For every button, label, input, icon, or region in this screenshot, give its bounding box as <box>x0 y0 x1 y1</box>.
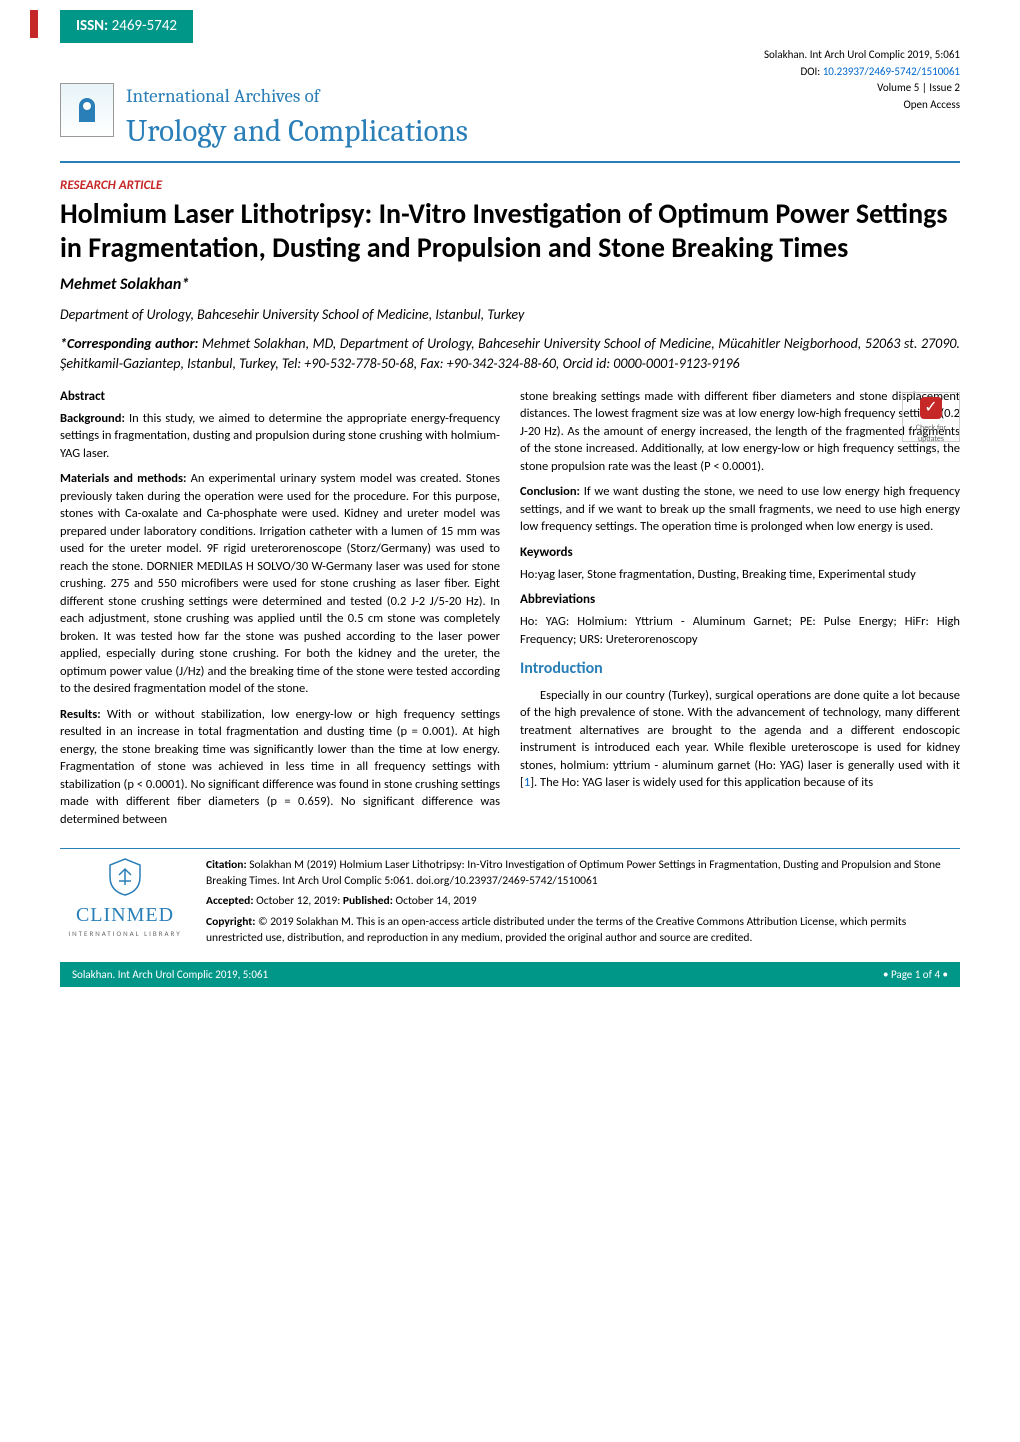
corresponding-author: *Corresponding author: Mehmet Solakhan, … <box>60 334 960 373</box>
doi-label: DOI: <box>800 65 822 78</box>
affiliation: Department of Urology, Bahcesehir Univer… <box>60 305 960 325</box>
intro-tail: ]. The Ho: YAG laser is widely used for … <box>530 775 873 790</box>
publisher-name: CLINMED <box>60 901 190 929</box>
crossmark-label: Check for updates <box>916 423 947 444</box>
intro-heading: Introduction <box>520 658 960 680</box>
journal-logo-icon <box>60 83 114 137</box>
citation-label: Citation: <box>206 858 247 872</box>
accepted-label: Accepted: <box>206 894 254 908</box>
abbrev-heading: Abbreviations <box>520 591 960 609</box>
left-column: Abstract Background: In this study, we a… <box>60 388 500 837</box>
shield-icon <box>105 857 145 897</box>
published-date: October 14, 2019 <box>393 894 477 908</box>
crossmark-badge[interactable]: Check for updates <box>902 392 960 442</box>
journal-titles: International Archives of Urology and Co… <box>126 83 960 153</box>
accepted-date: October 12, 2019: <box>254 894 343 908</box>
copyright-line: Copyright: © 2019 Solakhan M. This is an… <box>206 914 960 946</box>
author-name: Mehmet Solakhan* <box>60 274 960 296</box>
issn-bar: ISSN: 2469-5742 <box>60 10 193 43</box>
abstract-conclusion: Conclusion: If we want dusting the stone… <box>520 483 960 536</box>
corr-label: *Corresponding author: <box>60 335 198 352</box>
accent-strip <box>30 10 38 38</box>
background-label: Background: <box>60 411 125 426</box>
publisher-logo: CLINMED INTERNATIONAL LIBRARY <box>60 857 190 939</box>
header-cite: Solakhan. Int Arch Urol Complic 2019, 5:… <box>0 47 960 64</box>
abstract-background: Background: In this study, we aimed to d… <box>60 410 500 463</box>
journal-title: Urology and Complications <box>126 110 960 153</box>
issn-value: 2469-5742 <box>112 17 177 35</box>
abbrev-text: Ho: YAG: Holmium: Yttrium - Aluminum Gar… <box>520 613 960 648</box>
citation-text: Citation: Solakhan M (2019) Holmium Lase… <box>206 857 960 949</box>
article-type: RESEARCH ARTICLE <box>60 177 960 195</box>
publisher-sub: INTERNATIONAL LIBRARY <box>60 929 190 939</box>
abstract-heading: Abstract <box>60 388 500 406</box>
abstract-results: Results: With or without stabilization, … <box>60 706 500 829</box>
methods-text: An experimental urinary system model was… <box>60 471 500 696</box>
results-label: Results: <box>60 707 101 722</box>
header-doi-row: DOI: 10.23937/2469-5742/1510061 <box>0 64 960 81</box>
abstract-methods: Materials and methods: An experimental u… <box>60 470 500 698</box>
results-continued: stone breaking settings made with differ… <box>520 388 960 476</box>
article-title: Holmium Laser Lithotripsy: In-Vitro Inve… <box>60 197 960 264</box>
divider <box>60 848 960 849</box>
results-text: With or without stabilization, low energ… <box>60 707 500 827</box>
citation-body: Solakhan M (2019) Holmium Laser Lithotri… <box>206 858 941 888</box>
citation-block: CLINMED INTERNATIONAL LIBRARY Citation: … <box>60 857 960 949</box>
keywords-heading: Keywords <box>520 544 960 562</box>
footer-bar: Solakhan. Int Arch Urol Complic 2019, 5:… <box>60 962 960 987</box>
page: ISSN: 2469-5742 Solakhan. Int Arch Urol … <box>0 0 1020 987</box>
published-label: Published: <box>343 894 393 908</box>
conclusion-text: If we want dusting the stone, we need to… <box>520 484 960 534</box>
intro-paragraph: Especially in our country (Turkey), surg… <box>520 687 960 792</box>
doi-link[interactable]: 10.23937/2469-5742/1510061 <box>823 65 960 78</box>
methods-label: Materials and methods: <box>60 471 186 486</box>
journal-header: International Archives of Urology and Co… <box>0 83 1020 153</box>
copyright-label: Copyright: <box>206 915 255 929</box>
background-text: In this study, we aimed to determine the… <box>60 411 500 461</box>
right-column: stone breaking settings made with differ… <box>520 388 960 837</box>
divider <box>60 161 960 163</box>
footer-left: Solakhan. Int Arch Urol Complic 2019, 5:… <box>72 967 268 982</box>
journal-supertitle: International Archives of <box>126 83 960 110</box>
dates-line: Accepted: October 12, 2019: Published: O… <box>206 893 960 909</box>
keywords-text: Ho:yag laser, Stone fragmentation, Dusti… <box>520 566 960 584</box>
conclusion-label: Conclusion: <box>520 484 580 499</box>
copyright-text: © 2019 Solakhan M. This is an open-acces… <box>206 915 906 945</box>
body-columns: Abstract Background: In this study, we a… <box>60 388 960 837</box>
issn-label: ISSN: <box>76 17 108 35</box>
citation-line: Citation: Solakhan M (2019) Holmium Lase… <box>206 857 960 889</box>
footer-right: • Page 1 of 4 • <box>883 967 948 982</box>
